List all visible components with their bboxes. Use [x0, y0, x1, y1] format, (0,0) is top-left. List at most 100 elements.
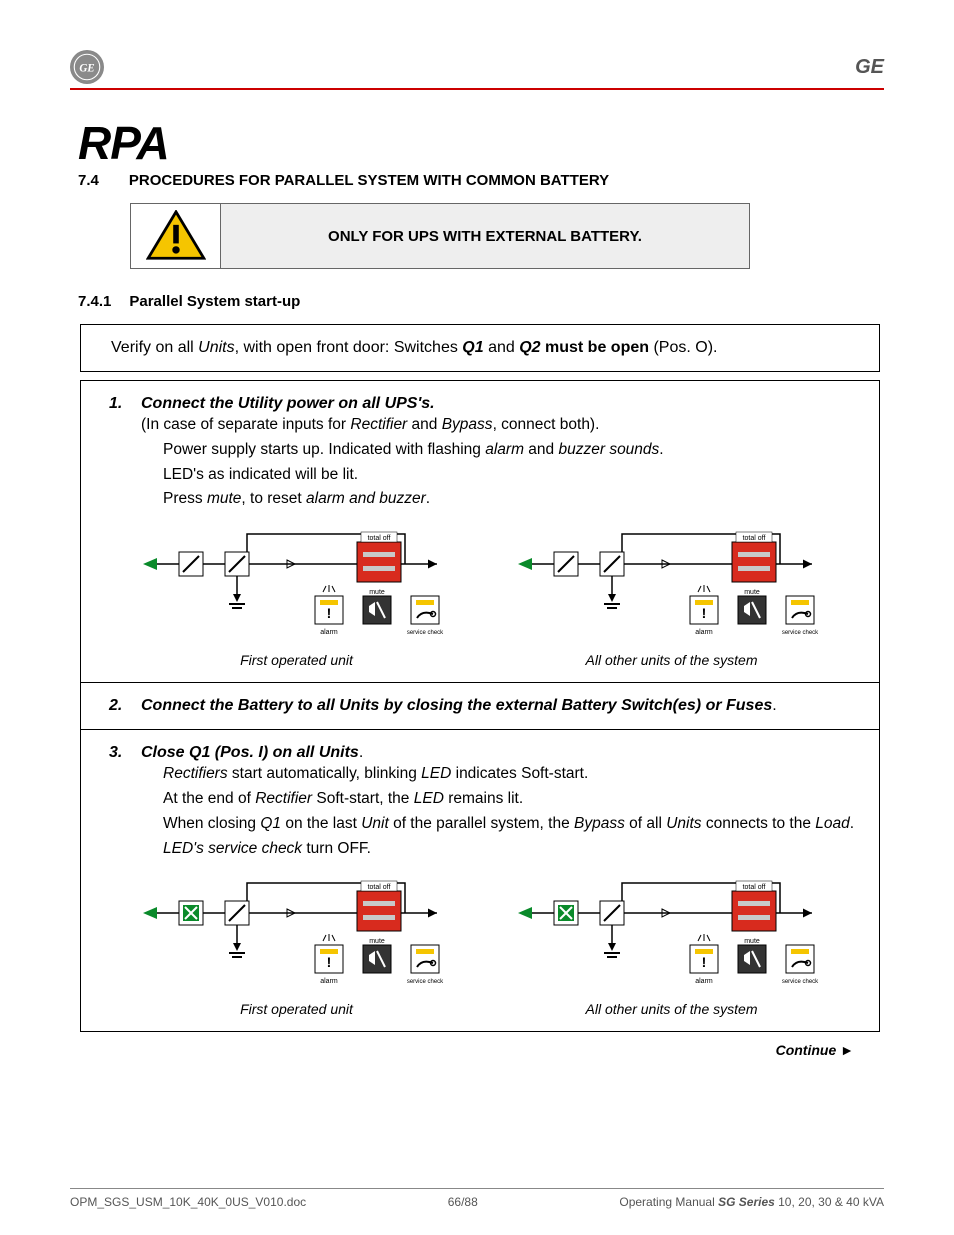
svg-text:alarm: alarm — [695, 629, 713, 636]
step-title: Close Q1 (Pos. I) on all Units. — [141, 744, 363, 762]
text: and — [524, 441, 558, 458]
section-number: 7.4 — [78, 172, 99, 189]
diagram-step1-first: total off!alarmmuteservice check First o… — [137, 522, 457, 668]
caption: First operated unit — [137, 652, 457, 668]
text: . — [359, 744, 363, 761]
svg-text:mute: mute — [369, 938, 385, 945]
step-2: 2. Connect the Battery to all Units by c… — [81, 683, 879, 730]
text: Close Q1 (Pos. I) on all Units — [141, 744, 359, 761]
svg-text:mute: mute — [369, 589, 385, 596]
text: indicates Soft-start. — [451, 765, 588, 782]
text: and — [484, 339, 520, 356]
text: At the end of — [163, 790, 255, 807]
text: Operating Manual — [619, 1195, 718, 1209]
text: LED — [414, 790, 444, 807]
svg-text:mute: mute — [744, 938, 760, 945]
subsection-number: 7.4.1 — [78, 293, 111, 310]
text: start automatically, blinking — [228, 765, 422, 782]
svg-text:service check: service check — [406, 979, 443, 985]
svg-text:alarm: alarm — [320, 629, 338, 636]
warning-icon — [131, 204, 221, 268]
svg-text:alarm: alarm — [695, 978, 713, 985]
steps-table: 1. Connect the Utility power on all UPS'… — [80, 380, 880, 1032]
subsection-title: Parallel System start-up — [129, 293, 300, 310]
text: When closing — [163, 815, 260, 832]
svg-text:!: ! — [326, 954, 331, 970]
text: Load — [815, 815, 849, 832]
continue-label: Continue ► — [70, 1042, 854, 1058]
text: Q1 — [462, 339, 483, 356]
text: mute — [207, 490, 241, 507]
svg-text:!: ! — [701, 605, 706, 621]
text: , with open front door: Switches — [235, 339, 463, 356]
text: SG Series — [718, 1195, 775, 1209]
step-num: 1. — [109, 395, 131, 413]
svg-text:mute: mute — [744, 589, 760, 596]
text: Bypass — [574, 815, 625, 832]
text: LED's service check — [163, 840, 302, 857]
svg-text:total off: total off — [742, 884, 765, 891]
text: of all — [625, 815, 666, 832]
text: Rectifier — [255, 790, 312, 807]
header-rule — [70, 88, 884, 90]
brand-label: GE — [855, 56, 884, 79]
svg-text:alarm: alarm — [320, 978, 338, 985]
text: Rectifiers — [163, 765, 228, 782]
text: Q1 — [260, 815, 281, 832]
svg-text:!: ! — [701, 954, 706, 970]
text: LED — [421, 765, 451, 782]
text: Press — [163, 490, 207, 507]
svg-text:service check: service check — [781, 979, 818, 985]
step-title: Connect the Battery to all Units by clos… — [141, 697, 777, 715]
text: must be open — [541, 339, 649, 356]
svg-text:service check: service check — [406, 630, 443, 636]
warning-banner: ONLY FOR UPS WITH EXTERNAL BATTERY. — [130, 203, 750, 269]
text: connects to the — [702, 815, 816, 832]
text: Rectifier — [350, 416, 407, 433]
text: remains lit. — [444, 790, 523, 807]
text: Q2 — [519, 339, 540, 356]
text: (In case of separate inputs for — [141, 416, 350, 433]
step-title: Connect the Utility power on all UPS's. — [141, 395, 435, 413]
footer-doc-title: Operating Manual SG Series 10, 20, 30 & … — [619, 1195, 884, 1209]
step-3: 3. Close Q1 (Pos. I) on all Units. Recti… — [81, 730, 879, 1031]
text: Power supply starts up. Indicated with f… — [163, 441, 485, 458]
section-heading: 7.4 PROCEDURES FOR PARALLEL SYSTEM WITH … — [70, 172, 884, 189]
step-1: 1. Connect the Utility power on all UPS'… — [81, 381, 879, 683]
svg-text:total off: total off — [367, 884, 390, 891]
text: . — [850, 815, 854, 832]
text: Soft-start, the — [312, 790, 414, 807]
text: Verify on all — [111, 339, 198, 356]
text: 10, 20, 30 & 40 kVA — [775, 1195, 884, 1209]
footer-rule — [70, 1188, 884, 1189]
text: Connect the Battery to all Units by clos… — [141, 697, 772, 714]
subsection-heading: 7.4.1 Parallel System start-up — [78, 293, 884, 310]
text: . — [426, 490, 430, 507]
verify-box: Verify on all Units, with open front doo… — [80, 324, 880, 372]
rpa-title: RPA — [78, 120, 884, 166]
caption: All other units of the system — [512, 1001, 832, 1017]
text: turn OFF. — [302, 840, 371, 857]
text: Units — [198, 339, 234, 356]
step-num: 3. — [109, 744, 131, 762]
page-footer: OPM_SGS_USM_10K_40K_0US_V010.doc 66/88 O… — [70, 1195, 884, 1209]
svg-text:GE: GE — [79, 62, 94, 74]
text: , to reset — [241, 490, 306, 507]
caption: First operated unit — [137, 1001, 457, 1017]
text: . — [772, 697, 776, 714]
text: LED's as indicated will be lit. — [163, 463, 859, 488]
footer-pagenum: 66/88 — [448, 1195, 478, 1209]
text: and — [407, 416, 441, 433]
caption: All other units of the system — [512, 652, 832, 668]
text: (Pos. O). — [649, 339, 717, 356]
svg-text:total off: total off — [367, 535, 390, 542]
text: alarm and buzzer — [306, 490, 426, 507]
text: Units — [666, 815, 701, 832]
ge-logo-icon: GE — [70, 50, 104, 84]
text: Unit — [361, 815, 389, 832]
text: alarm — [485, 441, 524, 458]
page-header: GE GE — [70, 50, 884, 84]
diagram-step3-other: total off! alarm mute service check All oth… — [512, 871, 832, 1017]
text: on the last — [281, 815, 361, 832]
text: Bypass — [442, 416, 493, 433]
